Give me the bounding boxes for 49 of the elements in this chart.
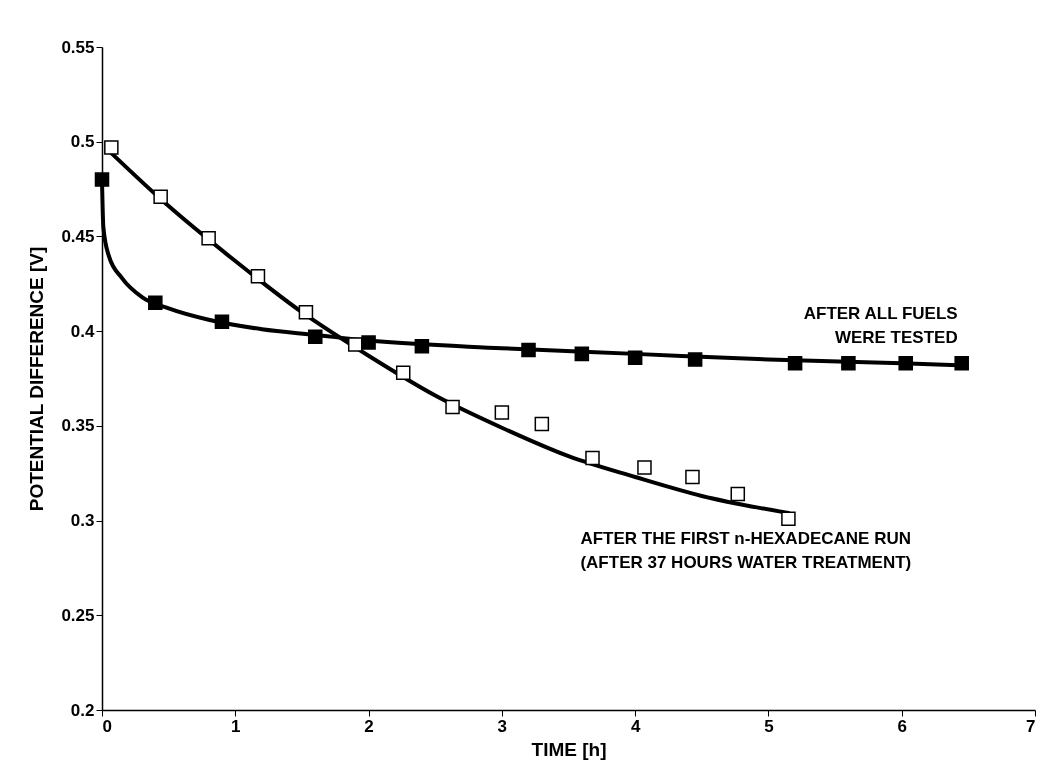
y-tick-label: 0.5 — [70, 132, 95, 152]
x-tick-label: 3 — [497, 716, 508, 736]
point — [214, 314, 230, 329]
point — [781, 511, 796, 526]
point — [148, 295, 163, 310]
point — [637, 460, 652, 475]
x-tick-label: 5 — [764, 716, 774, 736]
point — [494, 405, 510, 420]
point — [361, 335, 376, 350]
y-tick-label: 0.2 — [70, 700, 95, 720]
point — [201, 231, 216, 246]
y-tick-label: 0.55 — [61, 37, 95, 57]
y-tick-label: 0.3 — [70, 511, 95, 531]
point — [730, 486, 746, 502]
point — [414, 339, 430, 354]
y-tick-label: 0.25 — [61, 605, 95, 625]
point — [307, 329, 323, 345]
y-tick-label: 0.4 — [70, 321, 96, 341]
point — [898, 356, 913, 371]
point — [841, 356, 856, 371]
x-tick-label: 4 — [630, 716, 641, 736]
point — [445, 399, 460, 415]
point — [153, 189, 168, 204]
y-tick-label: 0.45 — [61, 226, 95, 246]
x-tick-label: 1 — [231, 716, 241, 736]
point — [685, 469, 700, 485]
point — [298, 304, 314, 320]
series-label: AFTER ALL FUELS WERE TESTED — [803, 304, 958, 348]
x-tick-label: 2 — [364, 716, 374, 736]
point — [94, 172, 110, 187]
point — [954, 356, 969, 371]
point — [347, 337, 363, 352]
x-tick-label: 6 — [897, 716, 907, 736]
point — [521, 342, 536, 358]
point — [395, 365, 411, 381]
point — [574, 346, 590, 362]
x-tick-label: 7 — [1026, 716, 1036, 736]
x-tick-label: 0 — [102, 716, 112, 736]
point — [687, 352, 703, 367]
point — [534, 416, 550, 432]
point — [250, 268, 266, 284]
y-axis-title: POTENTIAL DIFFERENCE [V] — [26, 246, 48, 512]
y-tick-label: 0.35 — [61, 416, 95, 436]
point — [787, 356, 803, 371]
x-axis-title: TIME [h] — [531, 738, 607, 760]
point — [104, 140, 119, 155]
point — [627, 350, 643, 365]
point — [585, 450, 600, 466]
text: AFTER THE FIRST n-HEXADECANE RUN (AFTER 37 HOURS WATER TREATMENT) — [580, 528, 912, 572]
